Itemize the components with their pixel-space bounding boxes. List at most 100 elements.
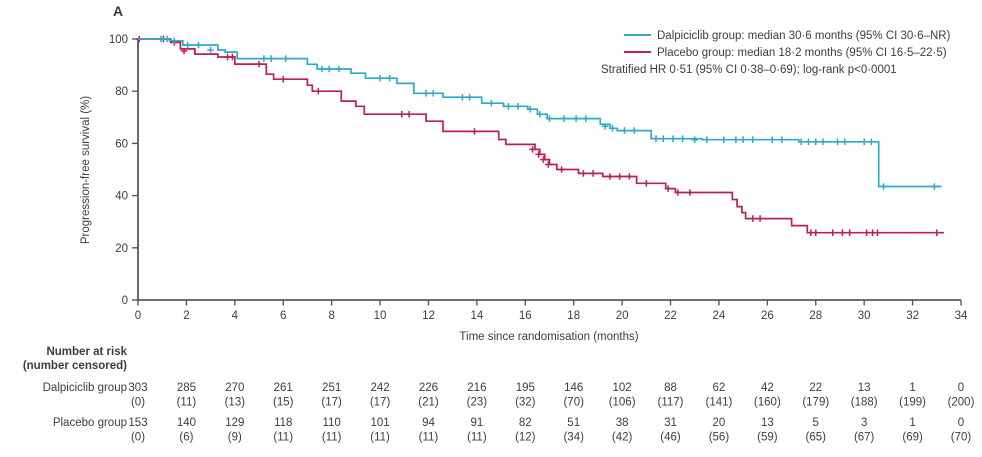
y-tick-label: 100 <box>109 34 128 46</box>
at-risk-value: 20 <box>713 417 726 429</box>
at-risk-value: 94 <box>422 417 435 429</box>
dalpiciclib-group-curve <box>138 35 942 190</box>
censored-value: (17) <box>321 397 342 409</box>
at-risk-value: 242 <box>370 382 389 394</box>
censored-value: (12) <box>515 432 536 444</box>
at-risk-value: 3 <box>861 417 867 429</box>
censored-value: (11) <box>467 432 487 444</box>
x-tick-label: 8 <box>328 310 334 322</box>
at-risk-value: 88 <box>664 382 677 394</box>
hr-annotation: Stratified HR 0·51 (95% CI 0·38–0·69); l… <box>601 64 897 76</box>
at-risk-value: 82 <box>519 417 532 429</box>
x-tick-label: 28 <box>809 310 822 322</box>
at-risk-value: 216 <box>467 382 486 394</box>
at-risk-value: 42 <box>761 382 774 394</box>
censored-value: (65) <box>806 432 827 444</box>
dalpiciclib-line-swatch <box>624 34 651 36</box>
censored-value: (9) <box>228 432 242 444</box>
at-risk-value: 153 <box>128 417 147 429</box>
panel-label: A <box>113 3 124 19</box>
censored-value: (117) <box>658 397 684 409</box>
legend: Dalpiciclib group: median 30·6 months (9… <box>601 28 950 79</box>
at-risk-value: 38 <box>616 417 629 429</box>
censored-value: (179) <box>802 397 829 409</box>
y-axis-ticks: 0 20 40 60 80 100 <box>109 34 138 307</box>
censored-value: (17) <box>370 397 391 409</box>
placebo-legend-label: Placebo group: median 18·2 months (95% C… <box>657 47 947 59</box>
at-risk-value: 195 <box>516 382 535 394</box>
at-risk-value: 13 <box>858 382 871 394</box>
censored-value: (0) <box>131 397 145 409</box>
legend-row-dalpiciclib: Dalpiciclib group: median 30·6 months (9… <box>601 28 950 45</box>
censor-marks <box>157 35 938 190</box>
x-axis-title: Time since randomisation (months) <box>459 331 639 343</box>
y-tick-label: 80 <box>115 86 128 98</box>
censored-value: (56) <box>709 432 730 444</box>
censored-value: (21) <box>418 397 439 409</box>
at-risk-value: 140 <box>177 417 196 429</box>
censored-value: (160) <box>754 397 781 409</box>
x-tick-label: 0 <box>135 310 141 322</box>
at-risk-value: 110 <box>322 417 340 429</box>
risk-table-title: Number at risk <box>46 346 127 358</box>
censored-value: (11) <box>273 432 293 444</box>
at-risk-value: 0 <box>958 382 964 394</box>
x-tick-label: 2 <box>183 310 189 322</box>
at-risk-value: 31 <box>664 417 677 429</box>
x-tick-label: 20 <box>616 310 629 322</box>
x-tick-label: 12 <box>422 310 435 322</box>
censored-value: (106) <box>609 397 636 409</box>
censored-value: (11) <box>370 432 390 444</box>
y-tick-label: 20 <box>115 243 128 255</box>
at-risk-value: 261 <box>274 382 293 394</box>
at-risk-value: 118 <box>274 417 292 429</box>
censored-value: (46) <box>660 432 681 444</box>
censored-value: (15) <box>273 397 294 409</box>
censored-value: (42) <box>612 432 633 444</box>
x-tick-label: 16 <box>519 310 532 322</box>
at-risk-value: 1 <box>909 417 915 429</box>
x-tick-label: 26 <box>761 310 774 322</box>
at-risk-value: 129 <box>225 417 244 429</box>
x-tick-label: 6 <box>280 310 286 322</box>
x-tick-label: 34 <box>955 310 968 322</box>
at-risk-value: 270 <box>225 382 244 394</box>
at-risk-value: 226 <box>419 382 438 394</box>
y-axis-title: Progression-free survival (%) <box>80 95 92 245</box>
risk-row-label-placebo: Placebo group <box>52 417 127 429</box>
censored-value: (67) <box>854 432 875 444</box>
censored-value: (199) <box>899 397 926 409</box>
x-axis-ticks: 0 2 4 6 8 10 12 14 16 18 20 22 24 26 28 30 32 34 <box>135 300 968 322</box>
at-risk-value: 13 <box>761 417 774 429</box>
risk-table-subtitle: (number censored) <box>22 360 127 372</box>
at-risk-value: 251 <box>322 382 341 394</box>
x-tick-label: 24 <box>713 310 726 322</box>
censored-value: (69) <box>902 432 923 444</box>
risk-row-label-dalpiciclib: Dalpiciclib group <box>42 382 127 394</box>
at-risk-value: 146 <box>564 382 583 394</box>
at-risk-value: 5 <box>813 417 819 429</box>
x-tick-label: 4 <box>232 310 239 322</box>
censored-value: (200) <box>948 397 975 409</box>
y-tick-label: 40 <box>115 191 128 203</box>
censored-value: (188) <box>851 397 878 409</box>
dalpiciclib-legend-label: Dalpiciclib group: median 30·6 months (9… <box>657 30 951 42</box>
censored-value: (32) <box>515 397 536 409</box>
x-tick-label: 10 <box>374 310 387 322</box>
censored-value: (11) <box>419 432 439 444</box>
at-risk-value: 285 <box>177 382 196 394</box>
y-tick-label: 60 <box>115 138 128 150</box>
censored-value: (141) <box>706 397 733 409</box>
at-risk-value: 22 <box>809 382 822 394</box>
censored-value: (70) <box>951 432 972 444</box>
at-risk-value: 303 <box>128 382 147 394</box>
censored-value: (23) <box>467 397 488 409</box>
at-risk-value: 102 <box>613 382 632 394</box>
at-risk-value: 0 <box>958 417 964 429</box>
x-tick-label: 14 <box>470 310 483 322</box>
x-tick-label: 30 <box>858 310 871 322</box>
placebo-line-swatch <box>624 51 651 53</box>
censored-value: (11) <box>322 432 342 444</box>
